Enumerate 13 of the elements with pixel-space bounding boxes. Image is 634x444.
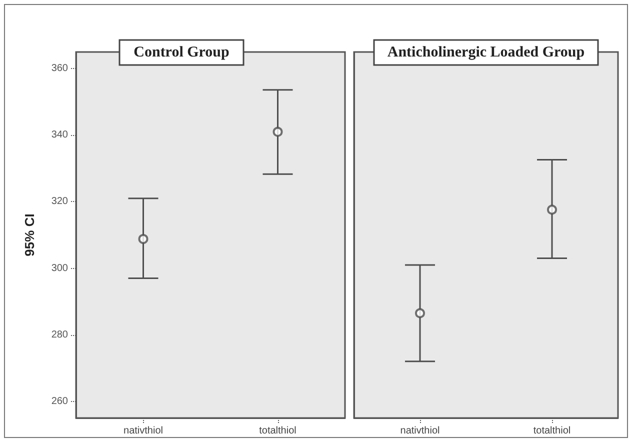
y-tick-label: 340 [51, 130, 68, 141]
y-axis-title: 95% CI [22, 214, 37, 256]
x-tick-label: nativthiol [124, 426, 163, 436]
y-tick-label: 320 [51, 196, 68, 208]
x-tick-label: totalthiol [259, 426, 296, 436]
x-tick-label: nativthiol [400, 426, 440, 436]
y-tick-label: 280 [51, 329, 68, 340]
x-tick-label: totalthiol [533, 426, 571, 436]
y-tick-label: 360 [51, 63, 68, 74]
chart-title: Anticholinergic Loaded Group [387, 44, 585, 60]
y-tick-label: 300 [51, 262, 68, 274]
chart-title: Control Group [134, 44, 230, 60]
y-tick-label: 260 [51, 396, 68, 407]
